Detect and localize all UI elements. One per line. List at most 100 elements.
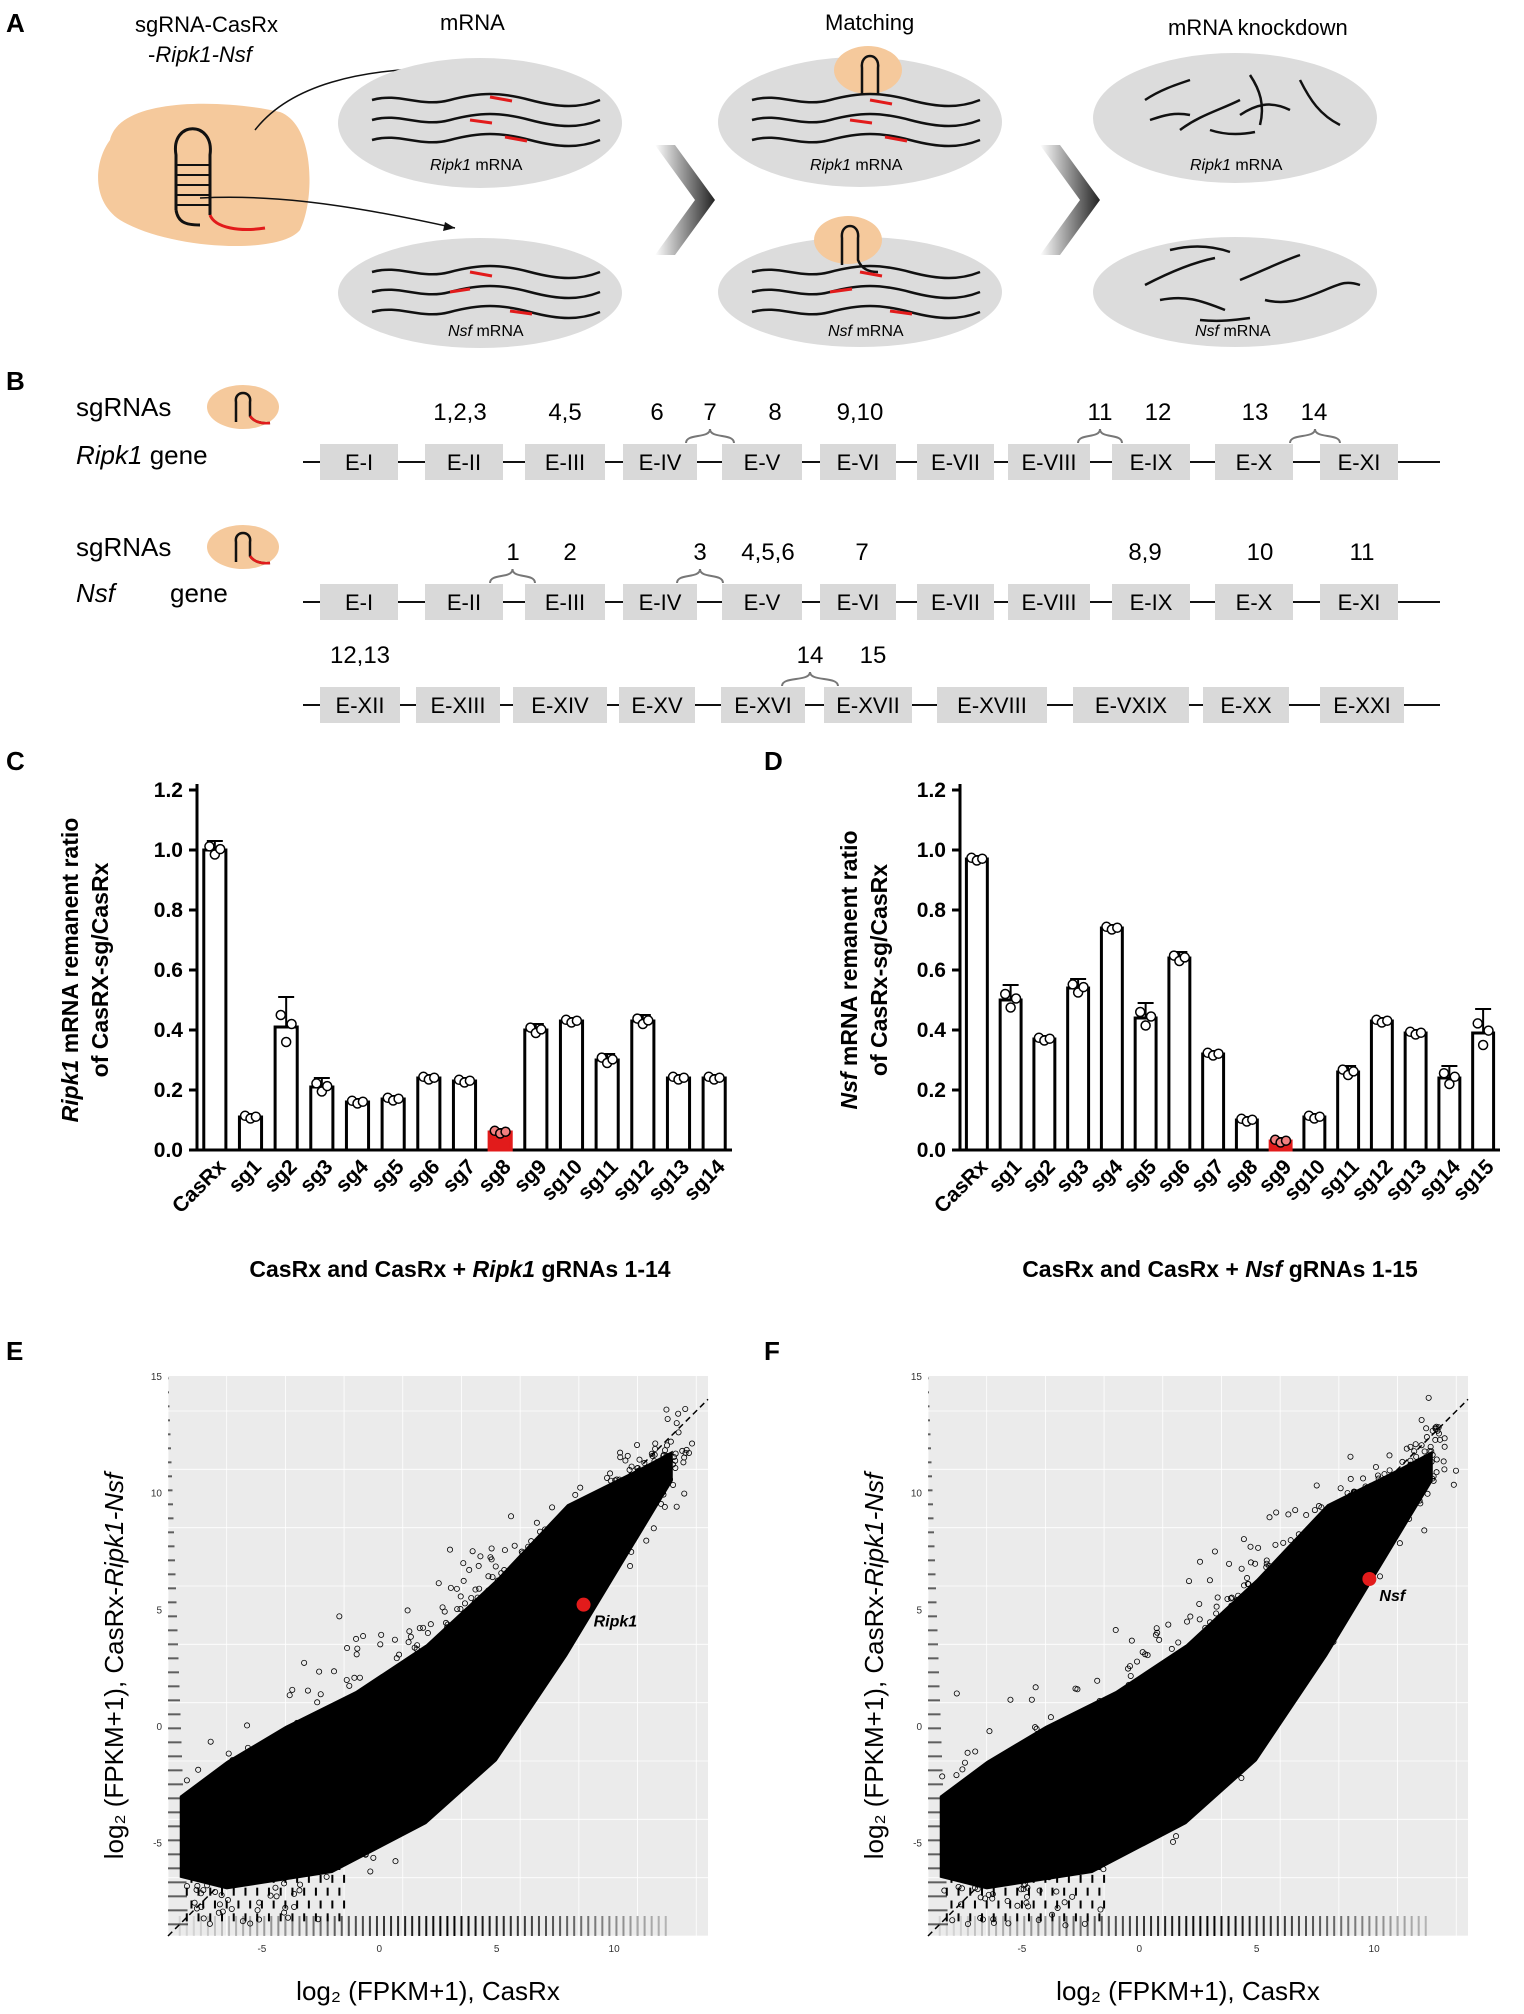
dense-cloud (179, 1450, 673, 1890)
y-tick-label: 1.0 (154, 839, 183, 862)
x-tick-label: sg12 (608, 1155, 658, 1205)
panel-letter-e: E (6, 1336, 23, 1366)
scatter-chart-f: F Nsf -5 0 5 10 -5 0 5 10 15 log₂ (FPKM+1), CasRx l… (764, 1336, 1469, 2006)
x-tick-label: 5 (494, 1944, 500, 1955)
exon-label: E-X (1236, 590, 1273, 615)
x-tick-label: -5 (1017, 1944, 1026, 1955)
y-axis-title: Ripk1 mRNA remanent ratio (57, 818, 83, 1123)
exon-box (1203, 687, 1289, 723)
bar-sg12 (1369, 1019, 1394, 1152)
bar-sg4 (344, 1100, 371, 1152)
bar-sg3 (1066, 986, 1091, 1152)
identity-line (167, 1398, 709, 1937)
nsf-knockdown-cell (1093, 237, 1377, 347)
replicate-dot (1438, 1067, 1450, 1079)
replicate-dot (500, 1126, 511, 1137)
exon-box (1112, 584, 1190, 620)
exon-box (619, 687, 695, 723)
y-tick-label: 1.2 (154, 779, 183, 802)
replicate-dot (393, 1093, 404, 1104)
nsf-matching-cell (718, 237, 1002, 347)
sgrna-position-label: 6 (650, 399, 663, 426)
sgrna-position-label: 11 (1350, 539, 1375, 566)
exon-box (917, 584, 994, 620)
replicate-dot (999, 988, 1011, 1000)
sgrna-position-label: 11 (1088, 399, 1113, 426)
sgrna-position-label: 8 (768, 399, 781, 426)
x-tick-label: sg4 (331, 1155, 373, 1197)
x-tick-label: 0 (1137, 1944, 1143, 1955)
y-tick-label: 0.2 (917, 1079, 946, 1102)
bar-chart-c: C 0.0 0.2 0.4 0.6 0.8 1.0 1.2 CasRxsg1sg2sg3sg4… (6, 746, 732, 1282)
sgrna-position-label: 8,9 (1128, 539, 1161, 566)
replicate-dot (321, 1080, 333, 1092)
exon-box (1320, 444, 1398, 480)
exon-label: E-XI (1338, 450, 1381, 475)
exon-box (416, 687, 500, 723)
plasmid-label-line2: -Ripk1-Nsf (148, 42, 255, 67)
x-tick-label: sg3 (1052, 1155, 1094, 1197)
ripk1-knockdown-cell (1093, 53, 1377, 183)
y-axis-title: Nsf mRNA remanent ratio (836, 830, 862, 1109)
exon-box (513, 687, 607, 723)
exon-label: E-X (1236, 450, 1273, 475)
sgrna-position-label: 14 (797, 642, 824, 669)
highlight-label: Ripk1 (594, 1614, 638, 1631)
sgrna-position-label: 12,13 (330, 642, 390, 669)
exon-label: E-XVI (734, 693, 791, 718)
x-tick-label: sg14 (680, 1155, 730, 1205)
x-tick-label: sg4 (1086, 1155, 1128, 1197)
exon-box (721, 687, 805, 723)
replicate-dot (1444, 1078, 1455, 1090)
replicate-dot (1483, 1025, 1494, 1036)
bar-sg9 (523, 1028, 549, 1152)
exon-box (320, 444, 398, 480)
sgrna-position-label: 3 (693, 539, 706, 566)
exon-label: E-XV (631, 693, 683, 718)
intron-brace (685, 428, 735, 444)
dense-cloud (939, 1450, 1433, 1890)
y-tick-label: 5 (156, 1605, 162, 1616)
replicate-dot (714, 1072, 725, 1083)
sgrna-position-label: 7 (855, 539, 868, 566)
exon-label: E-II (447, 450, 481, 475)
y-tick-label: 0 (156, 1722, 162, 1733)
bar-sg13 (665, 1076, 692, 1152)
replicate-dot (642, 1015, 654, 1026)
sgrna-position-label: 12 (1145, 399, 1172, 426)
exon-label: E-XIII (430, 693, 485, 718)
replicate-dot (1112, 922, 1123, 933)
replicate-dot (1348, 1066, 1359, 1077)
exon-label: E-IX (1130, 590, 1173, 615)
replicate-dot (250, 1111, 262, 1122)
cas-protein-small (834, 46, 902, 94)
sgrna-icon (207, 385, 279, 429)
exon-box (1112, 444, 1190, 480)
x-tick-label: sg5 (367, 1155, 409, 1197)
intron-brace (1289, 428, 1341, 444)
x-tick-label: CasRx (168, 1155, 231, 1218)
nsf-mrna-label-1: Nsf mRNA (448, 323, 524, 340)
x-tick-label: 10 (1369, 1944, 1381, 1955)
bar-sg6 (416, 1076, 442, 1152)
exon-box (820, 444, 896, 480)
bar-sg5 (1133, 1016, 1158, 1152)
x-axis-title: CasRx and CasRx + Ripk1 gRNAs 1-14 (249, 1256, 670, 1282)
exon-label: E-XII (336, 693, 385, 718)
panel-a: A sgRNA-CasRx -Ripk1-Nsf mRNA Matching m… (6, 8, 1377, 348)
panel-letter-f: F (764, 1336, 780, 1366)
y-axis-title: log₂ (FPKM+1), CasRx-Ripk1-Nsf (99, 1470, 129, 1859)
panel-letter-b: B (6, 366, 25, 396)
x-tick-label: sg10 (537, 1155, 587, 1205)
y-axis-title-line2: of CasRX-sg/CasRx (87, 862, 113, 1077)
bar-sg6 (1167, 956, 1192, 1152)
bar-chart-d: D 0.0 0.2 0.4 0.6 0.8 1.0 1.2 CasRxsg1sg2sg3sg4… (764, 746, 1500, 1282)
bar-sg13 (1403, 1031, 1428, 1152)
replicate-dot (1140, 1020, 1151, 1031)
replicate-dot (678, 1072, 690, 1083)
exon-box (917, 444, 994, 480)
bar-sg15 (1471, 1031, 1496, 1152)
sgrna-position-label: 10 (1247, 539, 1274, 566)
exon-box (1320, 687, 1404, 723)
